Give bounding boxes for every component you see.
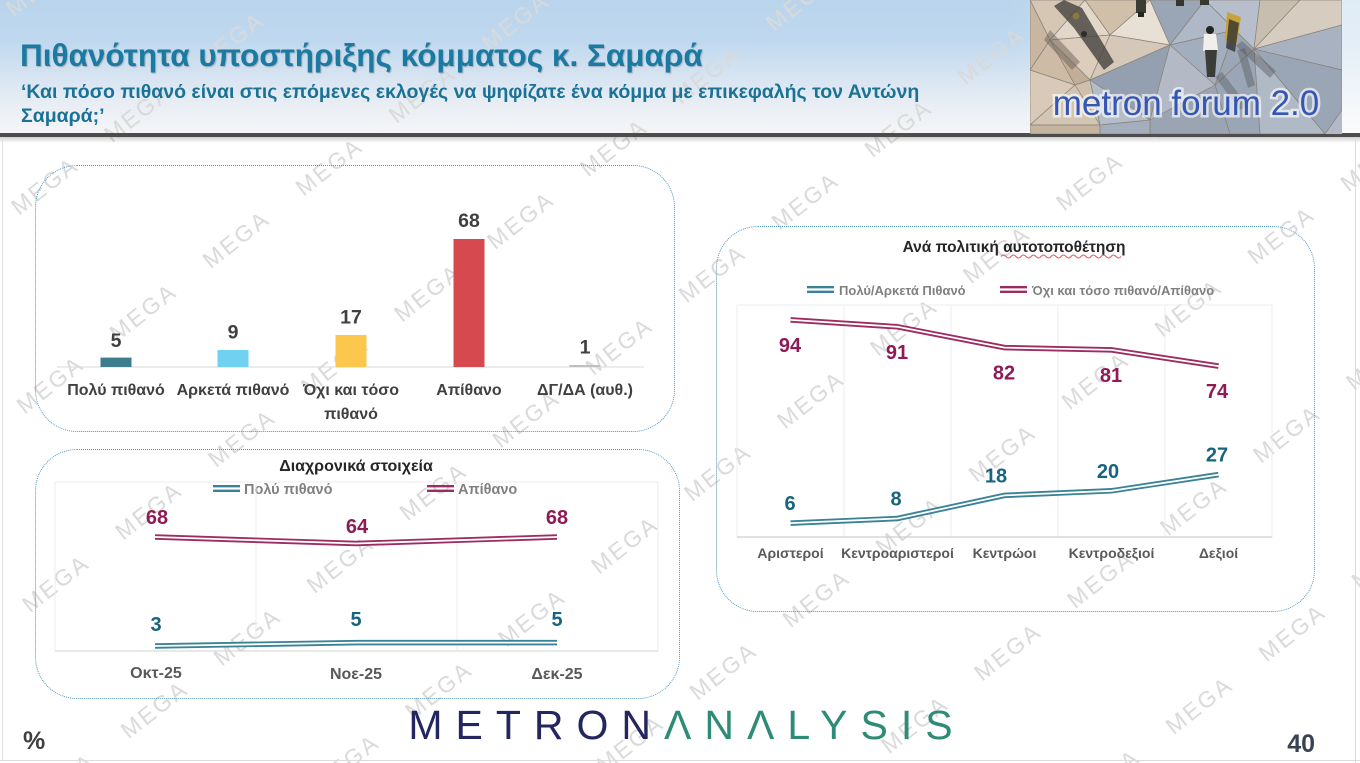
svg-text:91: 91: [886, 342, 908, 364]
svg-text:82: 82: [993, 363, 1015, 385]
svg-text:Ανά πολιτική αυτοτοποθέτηση: Ανά πολιτική αυτοτοποθέτηση: [903, 239, 1126, 256]
svg-text:Νοε-25: Νοε-25: [330, 666, 382, 683]
svg-text:Δεκ-25: Δεκ-25: [531, 666, 582, 683]
svg-text:Πολύ πιθανό: Πολύ πιθανό: [244, 482, 333, 498]
svg-text:πιθανό: πιθανό: [324, 406, 378, 423]
svg-text:17: 17: [340, 307, 362, 329]
svg-text:Πολύ/Αρκετά Πιθανό: Πολύ/Αρκετά Πιθανό: [839, 283, 966, 298]
svg-text:18: 18: [985, 465, 1007, 487]
svg-text:Κεντροδεξιοί: Κεντροδεξιοί: [1069, 545, 1155, 561]
svg-text:metron forum 2.0: metron forum 2.0: [1053, 84, 1320, 123]
svg-text:8: 8: [890, 489, 901, 511]
svg-text:Απίθανο: Απίθανο: [458, 482, 517, 498]
svg-text:Πολύ πιθανό: Πολύ πιθανό: [67, 382, 165, 399]
svg-text:27: 27: [1206, 445, 1228, 467]
svg-text:5: 5: [350, 609, 361, 631]
svg-text:Οκτ-25: Οκτ-25: [130, 665, 182, 682]
svg-text:Διαχρονικά στοιχεία: Διαχρονικά στοιχεία: [279, 458, 433, 475]
svg-text:68: 68: [146, 507, 168, 529]
svg-text:1: 1: [580, 337, 591, 359]
svg-text:metron forum 2.0: metron forum 2.0: [1053, 84, 1320, 123]
svg-text:94: 94: [779, 335, 802, 357]
svg-text:Όχι και τόσο: Όχι και τόσο: [302, 382, 399, 399]
svg-text:ΔΓ/ΔΑ (αυθ.): ΔΓ/ΔΑ (αυθ.): [537, 382, 633, 399]
svg-text:68: 68: [458, 210, 480, 232]
svg-text:Αριστεροί: Αριστεροί: [757, 545, 823, 561]
svg-text:81: 81: [1100, 365, 1122, 387]
svg-text:68: 68: [546, 507, 568, 529]
svg-text:Κεντρώοι: Κεντρώοι: [973, 545, 1037, 561]
svg-text:Αρκετά πιθανό: Αρκετά πιθανό: [177, 382, 290, 399]
svg-text:5: 5: [111, 330, 122, 352]
svg-text:5: 5: [551, 609, 562, 631]
svg-text:Όχι και τόσο πιθανό/Απίθανο: Όχι και τόσο πιθανό/Απίθανο: [1031, 283, 1214, 298]
svg-text:Κεντροαριστεροί: Κεντροαριστεροί: [841, 545, 954, 561]
svg-text:9: 9: [228, 322, 239, 344]
svg-text:74: 74: [1206, 381, 1229, 403]
svg-text:64: 64: [346, 516, 369, 538]
svg-text:3: 3: [150, 614, 161, 636]
svg-text:6: 6: [784, 493, 795, 515]
svg-text:Απίθανο: Απίθανο: [436, 382, 502, 399]
svg-text:20: 20: [1097, 461, 1119, 483]
svg-text:Δεξιοί: Δεξιοί: [1199, 545, 1238, 561]
